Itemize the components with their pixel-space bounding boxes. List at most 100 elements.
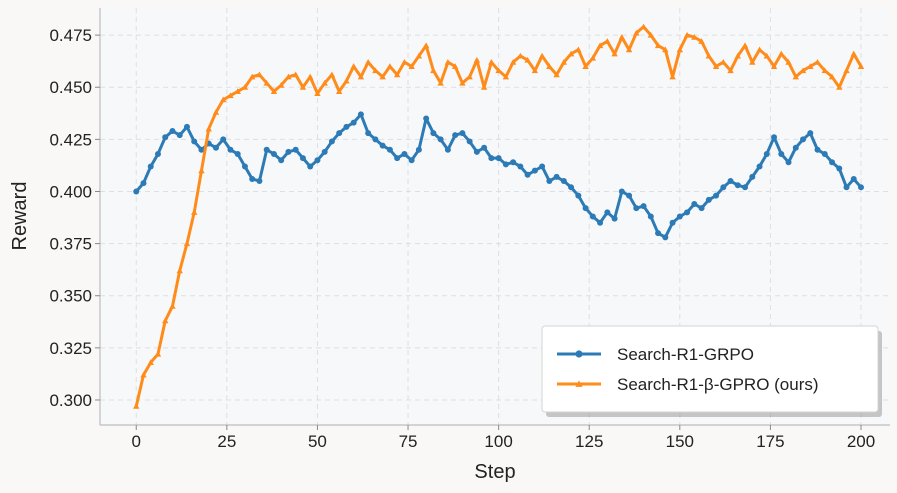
data-point: [676, 213, 683, 220]
legend: Search-R1-GRPO Search-R1-β-GPRO (ours): [541, 325, 882, 417]
data-point: [191, 138, 198, 145]
data-point: [814, 59, 821, 65]
data-point: [633, 29, 640, 36]
data-point: [220, 136, 227, 143]
data-point: [596, 42, 604, 49]
data-point: [314, 90, 321, 97]
data-point: [220, 96, 227, 103]
x-tick-label: 25: [217, 432, 236, 451]
data-point: [473, 148, 480, 155]
data-point: [662, 46, 669, 53]
data-point: [423, 115, 430, 122]
data-point: [792, 73, 799, 80]
data-point: [749, 59, 756, 65]
data-point: [241, 163, 248, 170]
data-point: [459, 130, 466, 137]
data-point: [350, 63, 357, 69]
data-point: [495, 155, 502, 162]
data-point: [502, 73, 510, 80]
data-point: [611, 50, 618, 57]
data-point: [640, 203, 647, 210]
data-point: [734, 182, 741, 189]
y-tick-label: 0.425: [49, 130, 92, 149]
data-point: [133, 188, 140, 195]
data-point: [698, 38, 705, 44]
data-point: [263, 79, 270, 86]
data-point: [183, 123, 190, 130]
data-point: [655, 230, 662, 237]
data-point: [133, 403, 140, 409]
data-point: [698, 205, 705, 212]
data-point: [843, 67, 850, 74]
data-point: [640, 23, 647, 30]
data-point: [343, 123, 350, 130]
data-point: [270, 150, 277, 157]
data-point: [720, 184, 727, 191]
data-point: [575, 46, 582, 53]
data-point: [183, 240, 191, 247]
data-point: [169, 128, 176, 135]
data-point: [191, 209, 198, 215]
data-point: [140, 180, 147, 187]
data-point: [858, 184, 865, 191]
data-point: [618, 33, 626, 40]
data-point: [568, 184, 575, 191]
data-point: [828, 73, 836, 80]
data-point: [480, 84, 488, 90]
data-point: [807, 63, 814, 69]
data-point: [386, 146, 393, 153]
data-point: [524, 56, 531, 63]
data-point: [176, 132, 183, 139]
data-point: [495, 67, 502, 74]
data-point: [379, 73, 386, 80]
data-point: [292, 71, 299, 78]
data-point: [720, 59, 727, 65]
data-point: [365, 130, 372, 137]
data-point: [792, 144, 799, 151]
data-point: [452, 132, 459, 139]
data-point: [727, 67, 734, 74]
data-point: [285, 148, 292, 155]
data-point: [212, 109, 220, 115]
data-point: [321, 148, 328, 155]
y-tick-label: 0.300: [49, 391, 92, 410]
data-point: [256, 71, 263, 78]
data-point: [771, 134, 778, 141]
y-tick-label: 0.350: [49, 287, 92, 306]
data-point: [705, 196, 712, 203]
data-point: [785, 59, 792, 65]
y-tick-label: 0.450: [49, 78, 92, 97]
tick-marks: [95, 34, 862, 430]
data-point: [292, 146, 299, 153]
data-point: [539, 163, 546, 170]
data-point: [386, 63, 394, 69]
y-tick-label: 0.400: [49, 182, 92, 201]
data-point: [633, 205, 640, 212]
data-point: [778, 150, 785, 157]
data-point: [821, 150, 828, 157]
x-axis-title: Step: [474, 461, 515, 483]
series-2: [133, 23, 865, 409]
data-point: [140, 371, 147, 378]
data-point: [321, 79, 328, 86]
data-point: [379, 142, 386, 149]
data-point: [154, 350, 162, 357]
y-tick-labels: 0.300 0.325 0.350 0.375 0.400 0.425 0.450 0.475: [49, 26, 92, 410]
data-point: [227, 92, 234, 99]
data-point: [517, 52, 524, 59]
data-point: [742, 184, 749, 191]
x-tick-label: 100: [484, 432, 512, 451]
data-point: [459, 79, 466, 86]
data-point: [336, 130, 343, 137]
data-point: [597, 219, 604, 226]
data-point: [430, 67, 437, 74]
legend-label: Search-R1-GRPO: [617, 345, 754, 364]
data-point: [430, 130, 437, 137]
data-point: [647, 31, 655, 38]
data-point: [575, 192, 582, 199]
data-point: [531, 67, 539, 74]
data-point: [524, 171, 531, 178]
data-point: [444, 146, 451, 153]
data-point: [684, 209, 691, 216]
data-point: [147, 359, 154, 366]
